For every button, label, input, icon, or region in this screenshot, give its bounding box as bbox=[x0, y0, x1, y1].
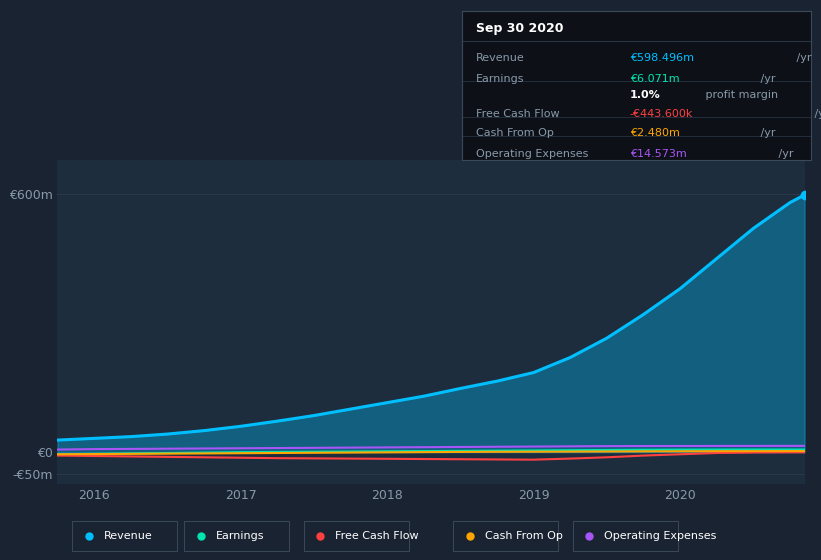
Text: €14.573m: €14.573m bbox=[630, 149, 686, 159]
Text: /yr: /yr bbox=[757, 73, 775, 83]
Text: /yr: /yr bbox=[811, 109, 821, 119]
Text: /yr: /yr bbox=[775, 149, 793, 159]
Text: profit margin: profit margin bbox=[702, 90, 778, 100]
Text: /yr: /yr bbox=[793, 53, 811, 63]
Text: €2.480m: €2.480m bbox=[630, 128, 680, 138]
Text: €6.071m: €6.071m bbox=[630, 73, 679, 83]
Text: -€443.600k: -€443.600k bbox=[630, 109, 693, 119]
Text: Operating Expenses: Operating Expenses bbox=[604, 531, 717, 541]
Text: Earnings: Earnings bbox=[216, 531, 264, 541]
Text: Sep 30 2020: Sep 30 2020 bbox=[476, 22, 564, 35]
Text: Revenue: Revenue bbox=[476, 53, 525, 63]
Text: Free Cash Flow: Free Cash Flow bbox=[336, 531, 419, 541]
Text: €598.496m: €598.496m bbox=[630, 53, 694, 63]
Text: Cash From Op: Cash From Op bbox=[485, 531, 562, 541]
Text: /yr: /yr bbox=[757, 128, 775, 138]
Text: Revenue: Revenue bbox=[103, 531, 153, 541]
Text: Cash From Op: Cash From Op bbox=[476, 128, 554, 138]
Text: 1.0%: 1.0% bbox=[630, 90, 660, 100]
Text: Earnings: Earnings bbox=[476, 73, 525, 83]
Text: Free Cash Flow: Free Cash Flow bbox=[476, 109, 560, 119]
Text: Operating Expenses: Operating Expenses bbox=[476, 149, 589, 159]
